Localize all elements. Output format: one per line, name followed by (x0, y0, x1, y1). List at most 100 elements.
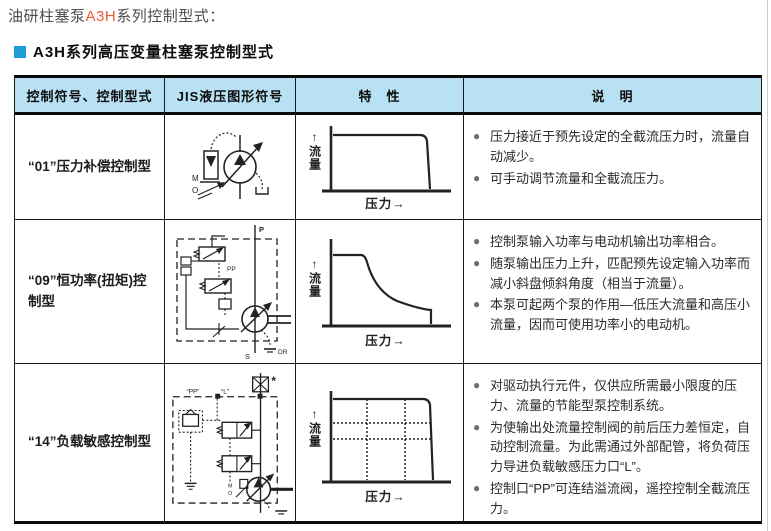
relief-valve-icon (178, 408, 203, 481)
control-type-cell-14: “14”负载敏感控制型 (15, 364, 165, 521)
note-text: 压力接近于预先设定的全截流压力时，流量自动减少。 (490, 129, 751, 164)
note-item: ● 随泵输出压力上升，匹配预先设定输入功率而减小斜盘倾斜角度（相当于流量）。 (473, 254, 755, 294)
doc-title-prefix: 油研柱塞泵 (8, 8, 86, 25)
chart-14-svg (321, 390, 451, 483)
doc-title: 油研柱塞泵A3H系列控制型式： (8, 5, 225, 26)
port-label-p: P (259, 225, 264, 234)
section-header: A3H系列高压变量柱塞泵控制型式 (14, 41, 274, 62)
port-label-m: M (192, 174, 199, 183)
jis-symbol-load-sensing-svg: * (172, 372, 294, 514)
tank-icon (255, 187, 269, 195)
chart-09-svg (321, 238, 451, 327)
pump-icon (245, 473, 294, 502)
header-characteristic: 特 性 (296, 78, 464, 115)
port-label-m: M (228, 483, 233, 489)
page-edge-line (767, 0, 768, 531)
curve-constant-power (332, 253, 432, 324)
bullet-icon: ● (473, 419, 481, 434)
adjuster-icon (235, 478, 249, 498)
drain-line (263, 499, 270, 510)
note-item: ● 压力接近于预先设定的全截流压力时，流量自动减少。 (473, 127, 755, 167)
doc-title-highlight: A3H (85, 8, 117, 25)
circuit-boundary (176, 237, 278, 342)
x-axis-label: 压力→ (365, 489, 406, 504)
bullet-icon: ● (473, 480, 481, 495)
bullet-icon: ● (473, 170, 481, 185)
jis-symbol-cell-09: P PP S DR (165, 220, 296, 364)
bullet-icon: ● (473, 378, 481, 392)
compensator-valve-icon (197, 150, 225, 200)
pump-icon (221, 135, 263, 199)
curve-max-flow-cutoff (332, 397, 434, 480)
control-valve-1-icon (215, 421, 261, 439)
note-text: 对驱动执行元件，仅供应所需最小限度的压力、流量的节能型泵控制系统。 (490, 378, 738, 413)
note-text: 为使输出处流量控制阀的前后压力差恒定，自动控制流量。为此需通过外部配管，将负荷压… (490, 419, 751, 475)
port-label-pp: PP (227, 266, 236, 273)
flow-pressure-chart-09: ↑流量 压力→ (305, 235, 455, 349)
note-item: ● 为使输出处流量控制阀的前后压力差恒定，自动控制流量。为此需通过外部配管，将负… (473, 418, 755, 477)
adjuster-icon (212, 322, 226, 337)
characteristic-cell-14: ↑流量 压力→ (296, 364, 464, 521)
port-label-pp: “PP” (187, 388, 200, 395)
bullet-icon: ● (473, 129, 481, 143)
description-cell-09: ● 控制泵输入功率与电动机输出功率相合。 ● 随泵输出压力上升，匹配预先设定输入… (464, 220, 761, 364)
header-control-symbol: 控制符号、控制型式 (15, 78, 165, 115)
note-item: ● 可手动调节流量和全截流压力。 (473, 169, 755, 189)
tank-icon-2 (275, 509, 288, 514)
control-valve-2-icon (215, 454, 261, 472)
note-text: 本泵可起两个泵的作用—低压大流量和高压小流量，因而可使用功率小的电动机。 (490, 297, 751, 332)
pilot-lines (210, 132, 263, 190)
x-axis-label: 压力→ (365, 197, 406, 211)
description-cell-14: ● 对驱动执行元件，仅供应所需最小限度的压力、流量的节能型泵控制系统。 ● 为使… (464, 364, 761, 521)
note-item: ● 控制泵输入功率与电动机输出功率相合。 (473, 232, 755, 252)
jis-symbol-pressure-compensator-svg: M O (192, 132, 269, 200)
note-text: 控制泵输入功率与电动机输出功率相合。 (490, 234, 725, 249)
note-item: ● 对驱动执行元件，仅供应所需最小限度的压力、流量的节能型泵控制系统。 (473, 376, 755, 416)
junction-node (257, 393, 263, 399)
drain-line (260, 329, 271, 345)
jis-symbol-constant-power-svg: P PP S DR (176, 224, 291, 361)
tank-icon (264, 347, 276, 353)
port-label-s: S (245, 352, 250, 361)
curve-constant-flow-cutoff (332, 133, 431, 190)
pump-icon (240, 301, 291, 333)
piston-icon (218, 297, 232, 310)
section-bullet-icon (14, 45, 26, 58)
control-valve-1-icon (192, 234, 226, 262)
port-label-dr: DR (278, 349, 288, 356)
control-type-cell-09: “09”恒功率(扭矩)控制型 (15, 220, 165, 364)
port-label-o: O (192, 186, 198, 195)
chart-01-svg (321, 126, 451, 193)
note-text: 随泵输出压力上升，匹配预先设定输入功率而减小斜盘倾斜角度（相当于流量）。 (490, 255, 751, 291)
note-item: ● 控制口“PP”可连结溢流阀，遥控控制全截流压力。 (473, 479, 755, 519)
bullet-icon: ● (473, 297, 481, 312)
flow-pressure-chart-01: ↑流量 压力→ (305, 122, 455, 212)
y-axis-label: ↑流量 (307, 406, 322, 448)
y-axis-label: ↑流量 (307, 130, 322, 171)
tank-icon (184, 482, 197, 490)
characteristic-cell-09: ↑流量 压力→ (296, 220, 464, 364)
bullet-icon: ● (473, 234, 481, 248)
header-description: 说 明 (464, 78, 761, 115)
control-valve-2-icon (198, 277, 232, 294)
note-text: 控制口“PP”可连结溢流阀，遥控控制全截流压力。 (490, 480, 751, 516)
jis-symbol-cell-14: * (165, 364, 296, 521)
section-title: A3H系列高压变量柱塞泵控制型式 (33, 44, 275, 61)
characteristic-cell-01: ↑流量 压力→ (296, 115, 464, 220)
note-text: 可手动调节流量和全截流压力。 (490, 170, 673, 186)
header-jis-symbol: JIS液压图形符号 (165, 78, 296, 115)
jis-symbol-cell-01: M O (165, 115, 296, 220)
control-type-cell-01: “01”压力补偿控制型 (15, 115, 165, 220)
port-label-o: O (228, 491, 232, 497)
star-marker: * (271, 373, 276, 387)
orifice-icon (252, 375, 270, 392)
y-axis-label: ↑流量 (307, 256, 322, 298)
bullet-icon: ● (473, 255, 481, 270)
x-axis-label: 压力→ (365, 333, 406, 348)
flow-pressure-chart-14: ↑流量 压力→ (305, 381, 455, 505)
doc-title-suffix: 系列控制型式： (116, 8, 225, 25)
port-label-l: “L” (221, 388, 229, 395)
control-type-table: 控制符号、控制型式 JIS液压图形符号 特 性 说 明 “01”压力补偿控制型 (14, 75, 762, 524)
junction-node (215, 393, 221, 399)
note-item: ● 本泵可起两个泵的作用—低压大流量和高压小流量，因而可使用功率小的电动机。 (473, 295, 755, 335)
